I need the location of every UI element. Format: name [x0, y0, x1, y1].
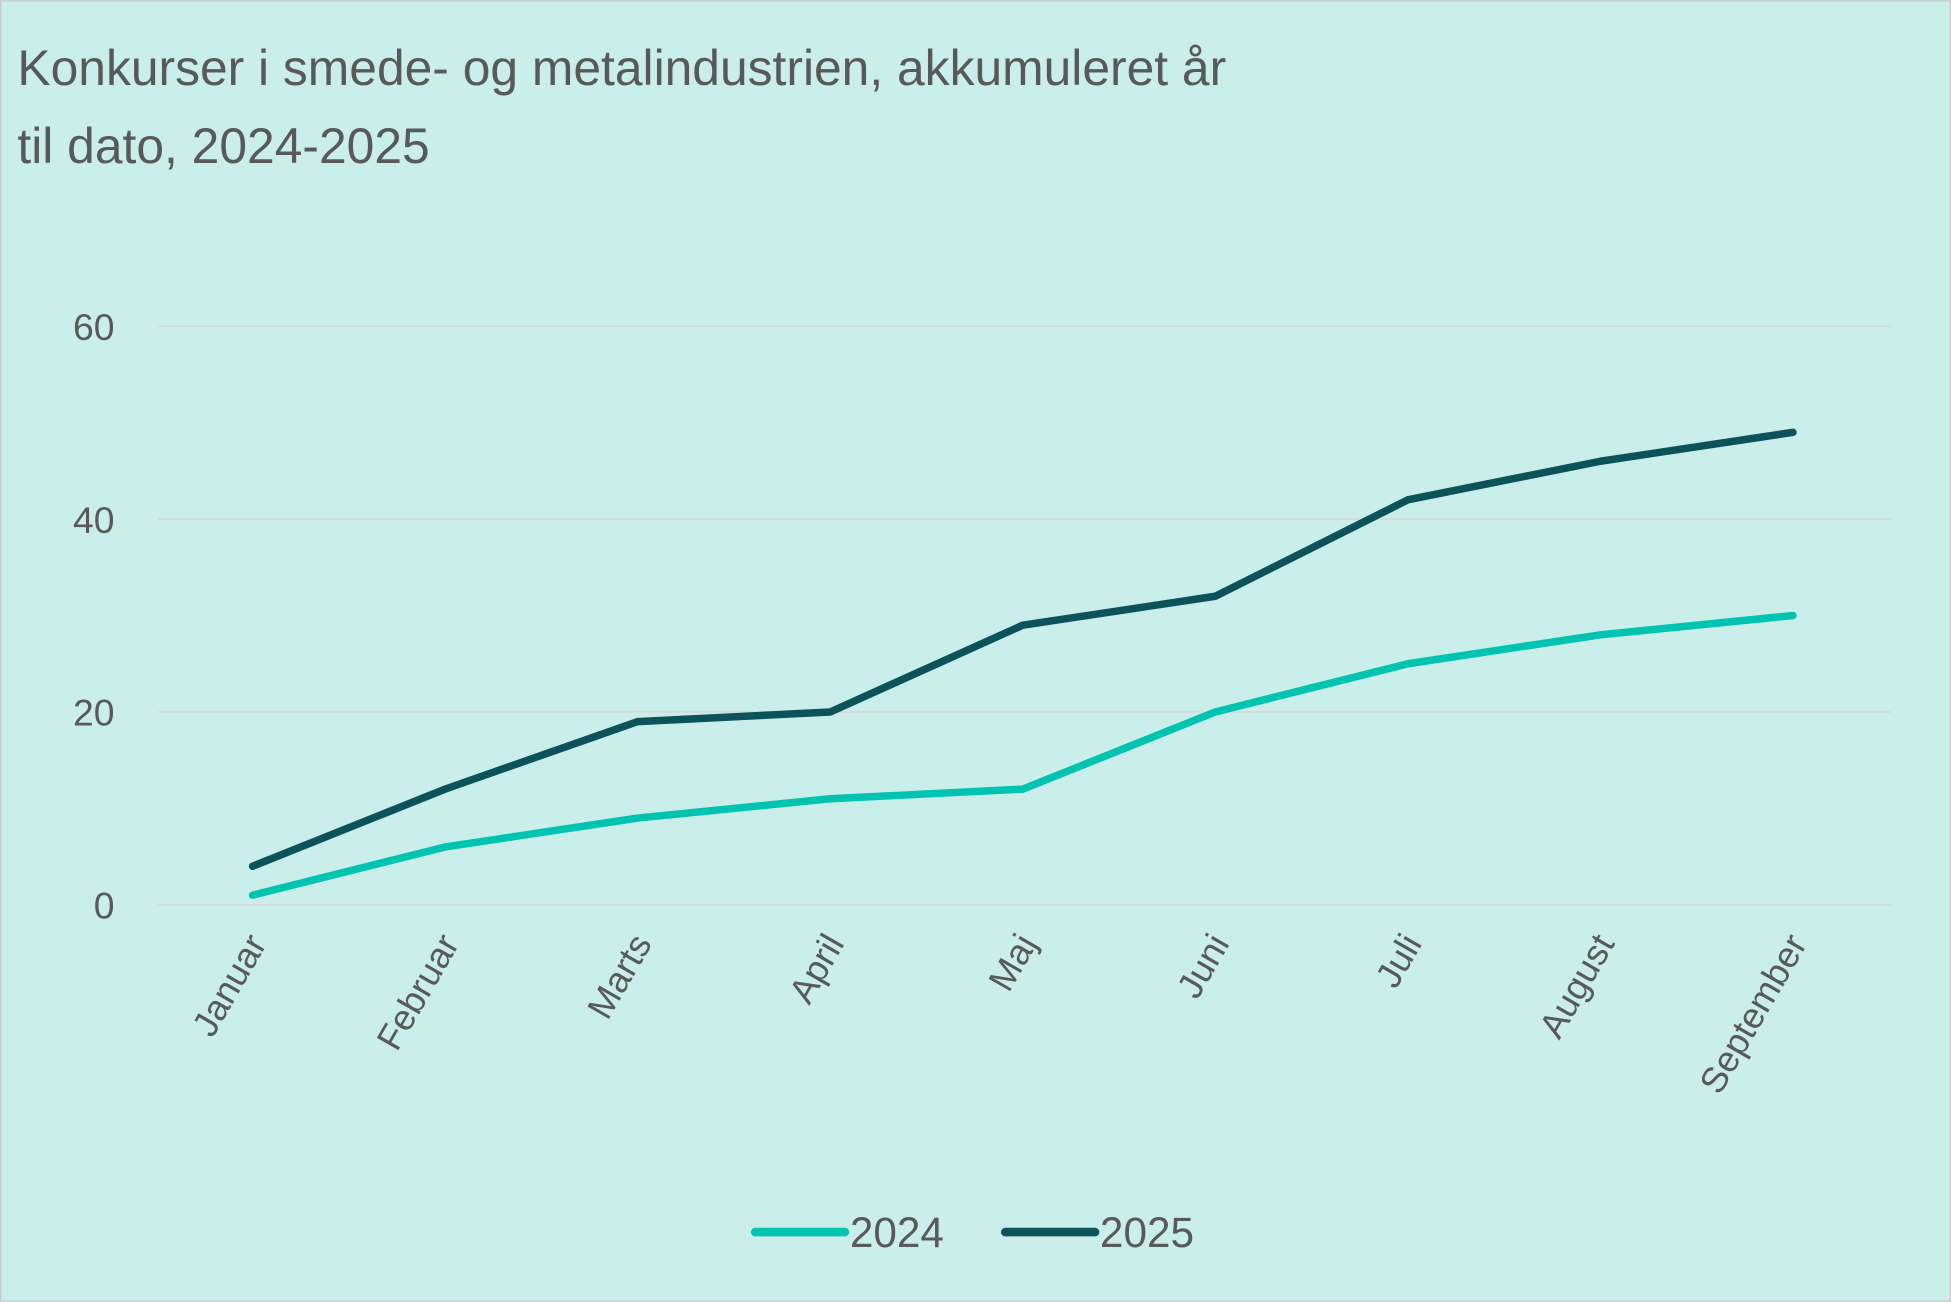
series-line-2025	[248, 428, 1797, 870]
chart-title-line-1: Konkurser i smede- og metalindustrien, a…	[17, 40, 1226, 96]
y-tick-label: 60	[73, 306, 115, 348]
y-tick-label: 20	[73, 692, 115, 734]
y-tick-label: 40	[73, 499, 115, 541]
legend-label: 2025	[1100, 1209, 1194, 1256]
chart-title-line-2: til dato, 2024-2025	[17, 118, 429, 174]
legend-label: 2024	[850, 1209, 944, 1256]
series-line-2024	[248, 611, 1797, 899]
legend-item-2024: 2024	[750, 1209, 944, 1256]
y-tick-label: 0	[94, 885, 115, 927]
legend-item-2025: 2025	[1001, 1209, 1194, 1256]
